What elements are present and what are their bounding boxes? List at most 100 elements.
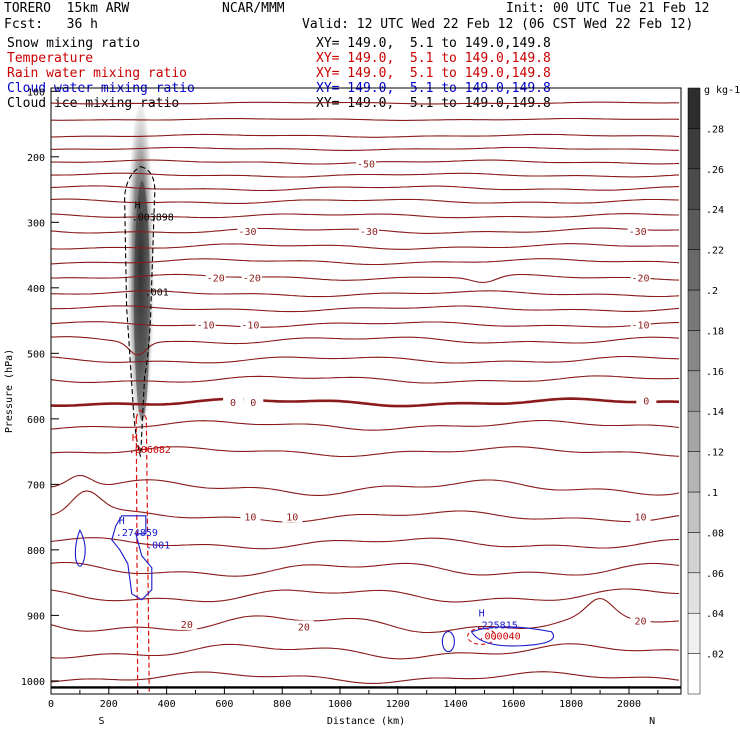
isotherm-label-bg xyxy=(358,224,379,237)
isotherm-label: 10 xyxy=(286,512,298,523)
temperature-isotherm xyxy=(50,336,680,356)
colorbar-tick-label: .26 xyxy=(706,165,724,176)
y-tick-label: 900 xyxy=(27,611,45,622)
maximum-marker: H xyxy=(135,200,141,211)
maximum-marker: H xyxy=(479,608,485,619)
y-tick-label: 100 xyxy=(27,87,45,98)
rain-contour-small xyxy=(467,627,497,645)
isotherm-label-bg xyxy=(630,318,651,331)
isotherm-label-bg xyxy=(240,510,261,523)
x-tick-label: 1000 xyxy=(328,699,352,710)
y-tick-label: 800 xyxy=(27,546,45,557)
isotherm-label: -20 xyxy=(243,273,261,284)
y-axis-label: Pressure (hPa) xyxy=(4,349,15,433)
colorbar-tick-label: .24 xyxy=(706,205,724,216)
temperature-isotherm xyxy=(50,397,680,408)
temperature-isotherm xyxy=(50,185,680,192)
colorbar-swatch xyxy=(687,87,701,129)
temperature-contours xyxy=(50,101,680,684)
colorbar-swatch xyxy=(687,330,701,372)
temperature-isotherm xyxy=(51,172,680,178)
x-tick-label: 800 xyxy=(273,699,291,710)
isotherm-label: 0 xyxy=(250,398,256,409)
colorbar-tick-label: .16 xyxy=(706,367,724,378)
isotherm-label: 20 xyxy=(181,620,193,631)
colorbar-swatch xyxy=(687,451,701,493)
isotherm-label: -10 xyxy=(197,321,215,332)
organization: NCAR/MMM xyxy=(222,1,285,16)
isotherm-label-bg xyxy=(293,620,314,633)
maximum-value: .274859 xyxy=(116,528,158,539)
temperature-isotherm xyxy=(50,273,680,284)
temperature-isotherm xyxy=(51,305,680,313)
temperature-isotherm xyxy=(50,671,680,684)
temperature-isotherm xyxy=(50,588,680,603)
axes: 0 200 400 600 800 1000 1200 1400 1600 1800 2000100… xyxy=(4,87,682,727)
colorbar-tick-label: .18 xyxy=(706,326,724,337)
x-tick-label: 400 xyxy=(158,699,176,710)
colorbar-tick-label: .2 xyxy=(706,286,718,297)
isotherm-label-bg xyxy=(241,271,262,284)
isotherm-label: 10 xyxy=(635,512,647,523)
maximum-value: .001 xyxy=(145,288,169,299)
y-tick-label: 600 xyxy=(27,415,45,426)
temperature-isotherm xyxy=(51,146,679,151)
colorbar-swatch xyxy=(687,410,701,452)
colorbar-tick-label: .22 xyxy=(706,246,724,257)
colorbar: .02 .04 .06 .08 .1 .12 .14 .16 .18 .2 .22 .24 .26 .28… xyxy=(687,85,740,695)
colorbar-swatch xyxy=(687,289,701,331)
cloud-ice-contour xyxy=(124,166,156,457)
colorbar-tick-label: .08 xyxy=(706,528,724,539)
maximum-value: .001 xyxy=(146,541,170,552)
y-tick-label: 700 xyxy=(27,480,45,491)
temperature-isotherm xyxy=(50,490,680,523)
temperature-isotherm xyxy=(50,213,679,219)
isotherm-label-bg xyxy=(356,157,376,170)
maximum-value: .003898 xyxy=(132,212,174,223)
colorbar-unit: g kg-1 xyxy=(704,85,740,96)
colorbar-tick-label: .14 xyxy=(706,407,724,418)
isotherm-label-bg xyxy=(237,224,258,237)
temperature-isotherm xyxy=(50,375,680,384)
maximum-marker: H xyxy=(132,433,138,444)
colorbar-swatch xyxy=(687,370,701,412)
field-xy-snow: XY= 149.0, 5.1 to 149.0,149.8 xyxy=(316,36,551,51)
isotherm-label-bg xyxy=(240,318,261,331)
valid-time: Valid: 12 UTC Wed 22 Feb 12 (06 CST Wed … xyxy=(302,17,694,32)
south-label: S xyxy=(99,716,105,727)
x-tick-label: 200 xyxy=(100,699,118,710)
isotherm-label: -30 xyxy=(629,227,647,238)
temperature-isotherm xyxy=(50,101,679,105)
temperature-isotherm xyxy=(50,561,680,577)
field-xy-temperature: XY= 149.0, 5.1 to 149.0,149.8 xyxy=(316,51,551,66)
isotherm-label-bg xyxy=(282,510,303,523)
temperature-isotherm xyxy=(50,198,680,204)
x-tick-label: 2000 xyxy=(617,699,641,710)
colorbar-tick-label: .06 xyxy=(706,569,724,580)
isotherm-label: -30 xyxy=(238,227,256,238)
isotherm-label: -50 xyxy=(357,159,375,170)
colorbar-swatch xyxy=(687,491,701,533)
temperature-isotherm xyxy=(50,133,680,138)
colorbar-tick-label: .02 xyxy=(706,650,724,661)
isotherm-label-bg xyxy=(630,614,651,627)
isotherm-label: -20 xyxy=(632,273,650,284)
field-name-snow: Snow mixing ratio xyxy=(7,36,141,51)
cloud-water-contour xyxy=(74,528,86,567)
temperature-isotherm xyxy=(50,290,680,298)
x-tick-label: 600 xyxy=(215,699,233,710)
isotherm-label: -10 xyxy=(632,321,650,332)
isotherm-label: 0 xyxy=(643,396,649,407)
isotherm-label-bg xyxy=(627,224,648,237)
isotherm-label-bg xyxy=(205,271,226,284)
colorbar-swatch xyxy=(687,208,701,250)
colorbar-tick-label: .28 xyxy=(706,124,724,135)
cloud-water-contour xyxy=(441,631,455,653)
isotherm-label-bg xyxy=(223,395,244,408)
maximum-value: .225815 xyxy=(476,620,518,631)
isotherm-label-bg xyxy=(630,510,651,523)
colorbar-swatch xyxy=(687,128,701,170)
temperature-isotherm xyxy=(50,355,680,364)
temperature-isotherm xyxy=(50,258,680,266)
temperature-isotherm xyxy=(50,419,680,431)
